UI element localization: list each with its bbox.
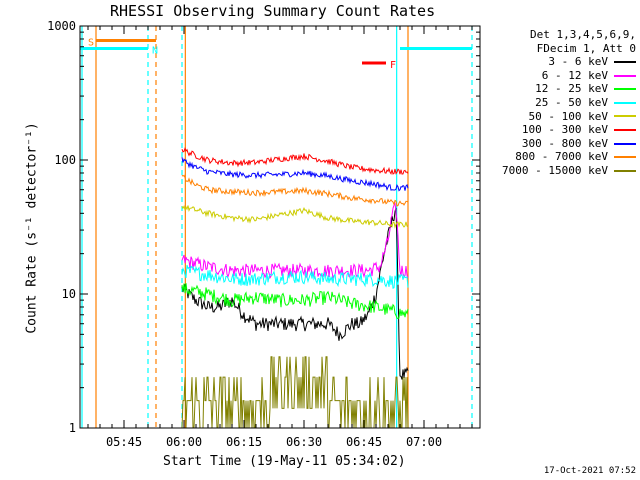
x-axis-label: Start Time (19-May-11 05:34:02) bbox=[163, 454, 406, 469]
legend-entry-label: 300 - 800 keV bbox=[521, 136, 608, 150]
legend-entry-swatch bbox=[614, 142, 636, 145]
series-line-5 bbox=[181, 146, 409, 175]
legend-entry-swatch bbox=[614, 88, 636, 91]
legend-entry-swatch bbox=[614, 169, 636, 172]
series-line-6 bbox=[181, 157, 409, 192]
legend-header-line-1: Det 1,3,4,5,6,9, bbox=[530, 28, 636, 41]
legend-entry-label: 12 - 25 keV bbox=[535, 82, 608, 96]
legend-entry: 7000 - 15000 keV bbox=[502, 164, 636, 178]
legend-entry-swatch bbox=[614, 60, 636, 63]
legend-entry: 300 - 800 keV bbox=[502, 137, 636, 151]
y-tick-label: 1000 bbox=[47, 19, 76, 33]
legend-entry-label: 50 - 100 keV bbox=[528, 109, 608, 123]
x-tick-label: 06:15 bbox=[226, 435, 262, 449]
series-line-4 bbox=[181, 205, 409, 229]
chart-title: RHESSI Observing Summary Count Rates bbox=[110, 2, 436, 20]
footer-date: 17-Oct-2021 07:52 bbox=[543, 466, 636, 476]
legend: Det 1,3,4,5,6,9, FDecim 1, Att 0 3 - 6 k… bbox=[502, 28, 636, 178]
legend-entry-label: 7000 - 15000 keV bbox=[502, 163, 608, 177]
legend-entry-swatch bbox=[614, 128, 636, 131]
legend-entry-label: 800 - 7000 keV bbox=[515, 150, 608, 164]
series-line-2 bbox=[181, 283, 409, 320]
interval-label-F: F bbox=[390, 60, 396, 71]
legend-entry-label: 3 - 6 keV bbox=[548, 55, 608, 69]
interval-label-N: N bbox=[152, 45, 158, 56]
legend-entry-swatch bbox=[614, 115, 636, 118]
y-tick-label: 1 bbox=[69, 421, 76, 435]
legend-entry: 25 - 50 keV bbox=[502, 96, 636, 110]
legend-header-line-2: FDecim 1, Att 0 bbox=[536, 41, 636, 55]
x-tick-label: 05:45 bbox=[106, 435, 142, 449]
y-tick-label: 100 bbox=[54, 153, 76, 167]
x-tick-label: 06:45 bbox=[346, 435, 382, 449]
series-line-1 bbox=[181, 202, 409, 280]
series-line-3 bbox=[181, 264, 409, 289]
x-tick-label: 06:30 bbox=[286, 435, 322, 449]
legend-entry: 800 - 7000 keV bbox=[502, 150, 636, 164]
x-tick-label: 07:00 bbox=[406, 435, 442, 449]
y-axis-label: Count Rate (s⁻¹ detector⁻¹) bbox=[24, 122, 40, 334]
legend-entry-swatch bbox=[614, 74, 636, 77]
legend-entry: 100 - 300 keV bbox=[502, 123, 636, 137]
legend-entry: 50 - 100 keV bbox=[502, 110, 636, 124]
series-line-8 bbox=[181, 356, 409, 429]
legend-entry: 12 - 25 keV bbox=[502, 82, 636, 96]
legend-entry-label: 6 - 12 keV bbox=[541, 68, 608, 82]
legend-entry: 3 - 6 keV bbox=[502, 55, 636, 69]
series-line-0 bbox=[181, 207, 409, 380]
legend-entry-swatch bbox=[614, 101, 636, 104]
legend-entry-swatch bbox=[614, 156, 636, 159]
plot-frame bbox=[79, 25, 481, 429]
legend-entry: 6 - 12 keV bbox=[502, 69, 636, 83]
series-line-7 bbox=[181, 174, 409, 207]
interval-label-S: S bbox=[88, 37, 94, 48]
legend-entry-label: 100 - 300 keV bbox=[521, 123, 608, 137]
y-tick-label: 10 bbox=[62, 287, 76, 301]
x-tick-label: 06:00 bbox=[166, 435, 202, 449]
legend-entry-label: 25 - 50 keV bbox=[535, 95, 608, 109]
